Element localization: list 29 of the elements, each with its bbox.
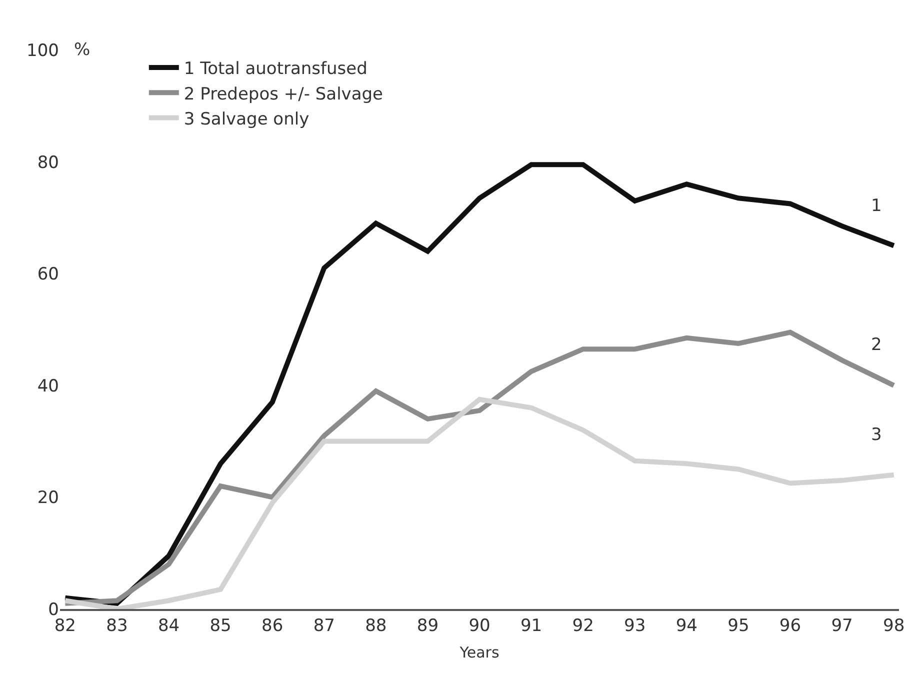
x-tick-label: 86 <box>262 616 284 636</box>
x-tick-label: 83 <box>106 616 128 636</box>
annotation: 3 <box>871 425 882 445</box>
legend-label: 3 Salvage only <box>184 109 310 130</box>
x-tick-label: 98 <box>883 616 905 636</box>
y-tick-label: 100 <box>26 40 59 61</box>
x-tick-label: 85 <box>210 616 232 636</box>
y-tick-label: 40 <box>37 376 59 396</box>
x-tick-label: 87 <box>313 616 335 636</box>
x-tick-label: 97 <box>831 616 853 636</box>
legend-label: 2 Predepos +/- Salvage <box>184 84 384 104</box>
annotation: 2 <box>871 335 882 355</box>
x-tick-label: 91 <box>520 616 542 636</box>
y-tick-label: 20 <box>37 488 59 508</box>
x-tick-label: 92 <box>572 616 594 636</box>
y-axis-title: % <box>74 40 90 60</box>
x-tick-label: 95 <box>728 616 750 636</box>
legend-label: 1 Total auotransfused <box>184 59 368 80</box>
x-tick-label: 93 <box>624 616 646 636</box>
x-tick-label: 89 <box>416 616 439 636</box>
annotation: 1 <box>871 196 882 216</box>
x-tick-label: 88 <box>365 616 387 636</box>
x-tick-label: 84 <box>158 616 180 636</box>
x-axis-title: Years <box>458 644 500 662</box>
x-tick-label: 90 <box>468 616 490 636</box>
x-tick-label: 94 <box>676 616 698 636</box>
y-tick-label: 60 <box>37 264 59 285</box>
x-tick-label: 96 <box>779 616 802 636</box>
y-tick-label: 80 <box>37 152 59 173</box>
